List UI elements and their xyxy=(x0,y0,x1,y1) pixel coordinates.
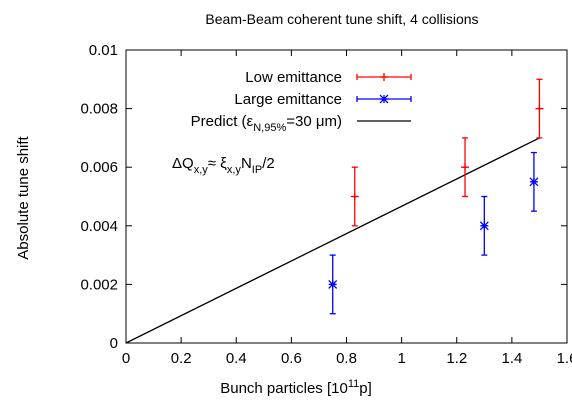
y-axis-label: Absolute tune shift xyxy=(15,135,32,259)
x-axis: 0 0.2 0.4 0.6 0.8 1 1.2 1.4 1.6 xyxy=(122,50,572,367)
y-axis: 0 0.002 0.004 0.006 0.008 0.01 xyxy=(80,42,567,352)
x-tick-label: 1.2 xyxy=(446,350,467,367)
legend-predict-subscript: N,95% xyxy=(253,122,286,134)
x-axis-label: Bunch particles [1011p] xyxy=(220,378,372,397)
marker xyxy=(529,177,539,187)
data-point xyxy=(350,166,359,227)
x-tick-label: 1 xyxy=(397,350,405,367)
x-tick-label: 1.6 xyxy=(557,350,572,367)
marker xyxy=(350,192,359,201)
formula-annotation: ΔQx,y≈ ξx,yNIP/2 xyxy=(172,155,275,176)
data-point xyxy=(529,151,539,212)
legend-sample-marker xyxy=(379,94,389,104)
y-tick-label: 0.002 xyxy=(80,276,118,293)
formula-approx-xi: ≈ ξ xyxy=(208,155,227,172)
prediction-line xyxy=(125,137,540,344)
marker-stroke xyxy=(379,94,389,104)
x-tick-label: 1.4 xyxy=(501,350,522,367)
x-tick-label: 0.2 xyxy=(171,350,192,367)
formula-n-subscript: IP xyxy=(252,164,262,176)
marker xyxy=(479,221,489,231)
legend-label-large-emittance: Large emittance xyxy=(234,91,342,108)
data-point xyxy=(479,195,489,256)
legend-label-low-emittance: Low emittance xyxy=(245,69,342,86)
legend-predict-suffix: =30 μm) xyxy=(286,113,342,130)
marker xyxy=(328,279,338,289)
x-axis-label-unit: p] xyxy=(359,380,372,397)
series-layer xyxy=(328,78,544,315)
legend-label-predict: Predict (εN,95%=30 μm) xyxy=(191,113,342,134)
x-tick-label: 0.4 xyxy=(226,350,247,367)
formula-lhs-subscript: x,y xyxy=(194,164,209,176)
legend-predict-prefix: Predict (ε xyxy=(191,113,254,130)
legend-sample-marker xyxy=(380,73,388,81)
marker-stroke xyxy=(328,279,338,289)
x-axis-label-exponent: 11 xyxy=(348,378,359,390)
y-tick-label: 0.006 xyxy=(80,159,118,176)
x-tick-label: 0 xyxy=(122,350,130,367)
formula-lhs: ΔQ xyxy=(172,155,194,172)
legend-sample-low-emittance xyxy=(356,73,412,81)
plot-area-frame xyxy=(125,49,568,344)
marker-stroke xyxy=(479,221,489,231)
marker xyxy=(461,163,470,172)
y-tick-label: 0.01 xyxy=(89,42,118,59)
x-tick-label: 0.6 xyxy=(281,350,302,367)
x-tick-label: 0.8 xyxy=(336,350,357,367)
x-axis-label-main: Bunch particles [10 xyxy=(220,380,348,397)
formula-tail: /2 xyxy=(262,155,275,172)
formula-n: N xyxy=(241,155,252,172)
y-tick-label: 0.008 xyxy=(80,101,118,118)
formula-xi-subscript: x,y xyxy=(227,164,242,176)
legend-sample-large-emittance xyxy=(356,94,412,104)
legend: Low emittance Large emittance Predict (ε… xyxy=(191,69,412,134)
prediction-line-layer xyxy=(125,137,540,344)
y-tick-label: 0 xyxy=(110,335,118,352)
y-tick-label: 0.004 xyxy=(80,218,118,235)
marker-stroke xyxy=(529,177,539,187)
chart-title: Beam-Beam coherent tune shift, 4 collisi… xyxy=(205,11,478,27)
data-point xyxy=(461,137,470,198)
data-point xyxy=(328,254,338,315)
marker xyxy=(535,104,544,113)
data-point xyxy=(535,78,544,139)
